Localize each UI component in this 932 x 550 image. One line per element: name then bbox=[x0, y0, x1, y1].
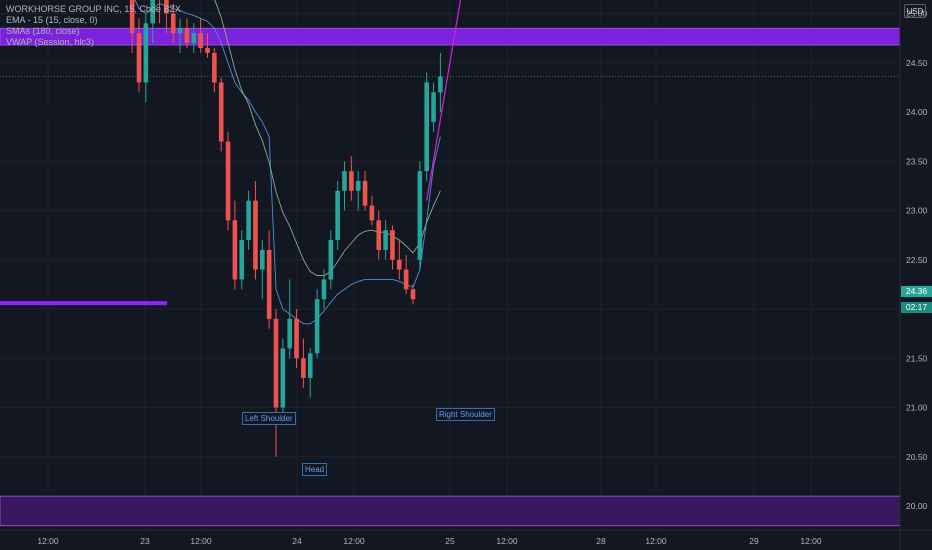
current-price-label: 24.36 bbox=[901, 286, 932, 297]
candle-body bbox=[273, 318, 279, 408]
candle-body bbox=[225, 141, 231, 221]
x-tick-label: 24 bbox=[292, 536, 302, 546]
x-tick-label: 12:00 bbox=[37, 536, 59, 546]
candle-body bbox=[246, 200, 251, 241]
candle-body bbox=[266, 249, 272, 319]
candle-body bbox=[355, 180, 361, 191]
candle-body bbox=[362, 180, 368, 206]
candle-body bbox=[410, 289, 416, 300]
candle-body bbox=[232, 220, 238, 280]
candle-body bbox=[301, 358, 306, 378]
candle-body bbox=[184, 28, 190, 44]
candle-body bbox=[177, 28, 183, 34]
chart-grid bbox=[0, 0, 900, 530]
candle-body bbox=[390, 230, 395, 260]
candle-body bbox=[218, 82, 224, 142]
chart-drawings bbox=[426, 0, 462, 201]
candle-body bbox=[136, 33, 142, 83]
ema-legend[interactable]: EMA - 15 (15, close, 0) bbox=[6, 15, 98, 25]
y-tick-label: 21.00 bbox=[906, 403, 928, 413]
candle-body bbox=[164, 0, 169, 14]
x-tick-label: 12:00 bbox=[645, 536, 667, 546]
left-shoulder-label: Left Shoulder bbox=[242, 412, 296, 425]
chart-legend: WORKHORSE GROUP INC, 15, Cboe BZX EMA - … bbox=[6, 4, 181, 48]
y-tick-label: 20.00 bbox=[906, 501, 928, 511]
x-tick-label: 23 bbox=[140, 536, 150, 546]
candle-body bbox=[383, 230, 388, 250]
candle-body bbox=[143, 23, 149, 83]
currency-button[interactable]: USD bbox=[904, 4, 926, 18]
indicator-lines bbox=[0, 0, 900, 325]
candle-body bbox=[424, 82, 429, 172]
candle-body bbox=[287, 318, 292, 349]
right-shoulder-label: Right Shoulder bbox=[436, 408, 495, 421]
candle-body bbox=[307, 353, 313, 378]
candle-body bbox=[397, 259, 402, 270]
candle-body bbox=[150, 0, 155, 24]
countdown-label: 02:17 bbox=[901, 302, 932, 313]
x-tick-label: 12:00 bbox=[496, 536, 518, 546]
y-tick-label: 20.50 bbox=[906, 452, 928, 462]
candle-body bbox=[314, 299, 320, 354]
candle-body bbox=[129, 0, 135, 34]
x-tick-label: 12:00 bbox=[190, 536, 212, 546]
candle-body bbox=[260, 249, 265, 270]
candle-body bbox=[294, 318, 299, 359]
candlestick-series bbox=[129, 0, 443, 457]
y-tick-label: 22.50 bbox=[906, 255, 928, 265]
x-tick-label: 25 bbox=[445, 536, 455, 546]
zone-band bbox=[0, 495, 901, 527]
candle-body bbox=[212, 52, 217, 83]
candle-body bbox=[198, 33, 203, 48]
x-tick-label: 28 bbox=[596, 536, 606, 546]
y-tick-label: 21.50 bbox=[906, 353, 928, 363]
sma-legend[interactable]: SMAs (180, close) bbox=[6, 26, 80, 36]
short-zone-band bbox=[0, 301, 167, 306]
symbol-legend[interactable]: WORKHORSE GROUP INC, 15, Cboe BZX bbox=[6, 4, 181, 14]
candle-body bbox=[280, 348, 286, 408]
candle-body bbox=[376, 220, 382, 250]
candle-body bbox=[349, 171, 354, 191]
y-tick-label: 24.00 bbox=[906, 107, 928, 117]
candle-body bbox=[335, 190, 340, 241]
candle-body bbox=[191, 33, 197, 44]
support-resistance-zones bbox=[0, 27, 901, 527]
candle-body bbox=[328, 240, 334, 280]
vwap-legend[interactable]: VWAP (Session, hlc3) bbox=[6, 37, 95, 47]
y-tick-label: 24.50 bbox=[906, 58, 928, 68]
x-tick-label: 29 bbox=[749, 536, 759, 546]
y-tick-label: 23.50 bbox=[906, 156, 928, 166]
ema-line bbox=[214, 0, 441, 276]
projection-arrow-line bbox=[426, 0, 462, 201]
candle-body bbox=[417, 171, 423, 260]
candle-body bbox=[170, 13, 176, 34]
candle-body bbox=[205, 47, 210, 53]
x-tick-label: 12:00 bbox=[800, 536, 822, 546]
candle-body bbox=[431, 92, 436, 122]
x-tick-label: 12:00 bbox=[343, 536, 365, 546]
candle-body bbox=[403, 269, 409, 290]
candle-body bbox=[342, 171, 347, 191]
candle-body bbox=[321, 279, 327, 300]
vwap-line bbox=[134, 0, 441, 325]
candle-body bbox=[239, 240, 245, 280]
candle-body bbox=[438, 76, 443, 93]
y-tick-label: 25.00 bbox=[906, 9, 928, 19]
candle-body bbox=[253, 200, 258, 270]
y-tick-label: 23.00 bbox=[906, 206, 928, 216]
candle-body bbox=[369, 205, 375, 221]
head-label: Head bbox=[302, 463, 328, 476]
